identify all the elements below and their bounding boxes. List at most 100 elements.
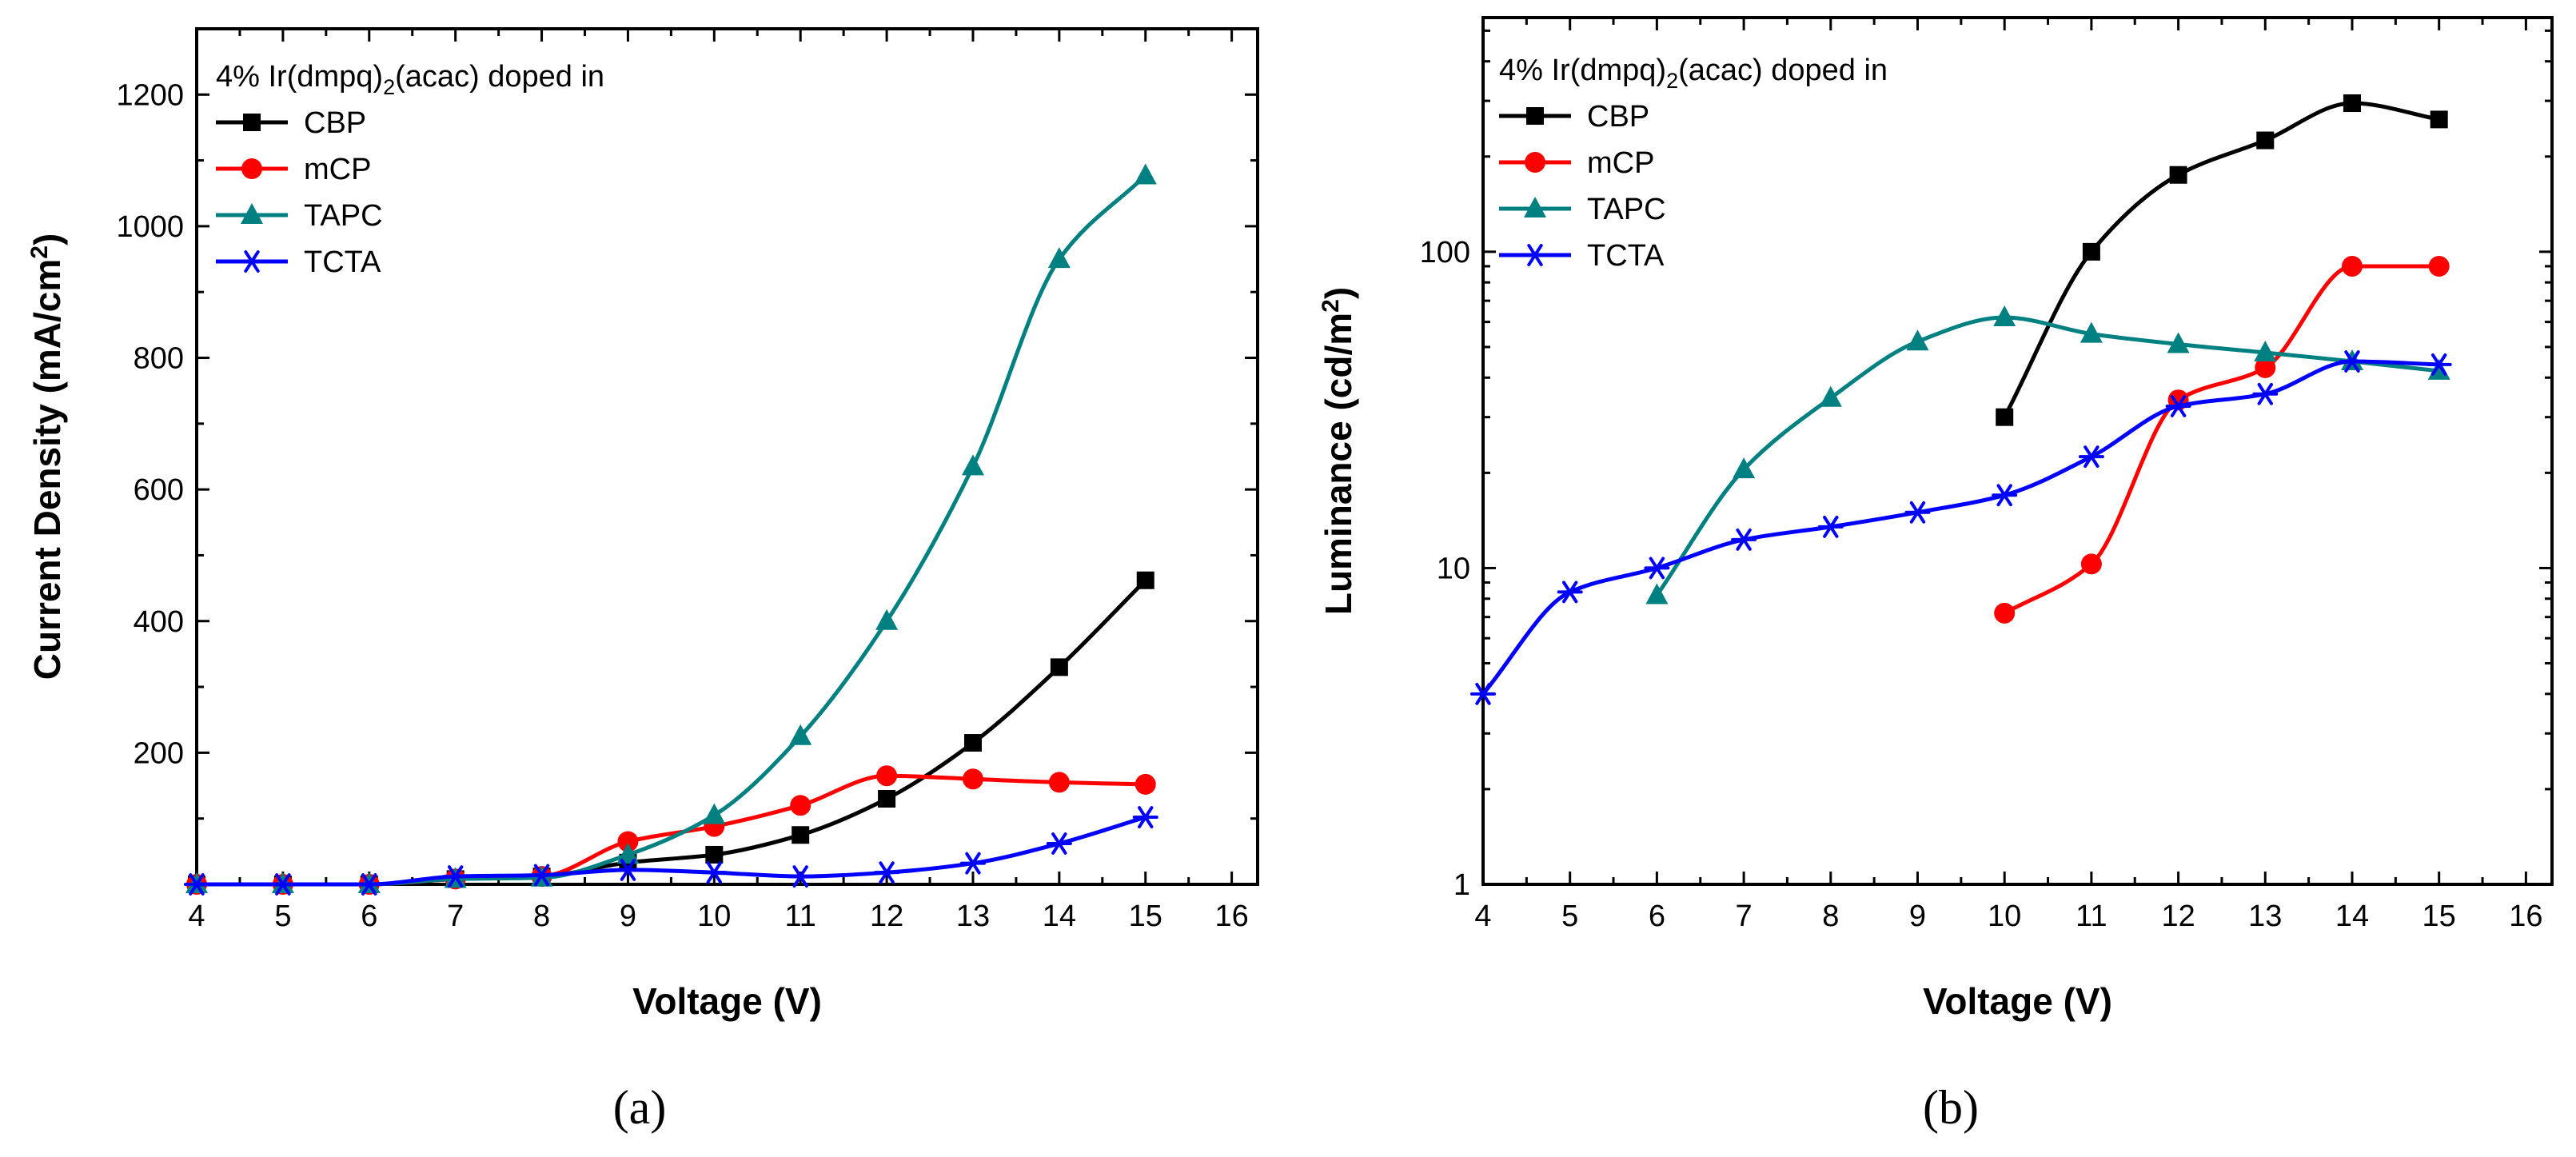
asterisk-stroke: [1051, 832, 1067, 855]
y-axis-title: Current Density (mA/cm2): [26, 233, 68, 680]
x-axis-title: Voltage (V): [632, 980, 822, 1022]
series-line: [194, 815, 1148, 887]
y-axis-title-sup: 2: [26, 245, 53, 259]
data-point: [1046, 832, 1072, 855]
x-tick-label: 10: [1988, 900, 2021, 933]
series-cbp: [1996, 94, 2448, 426]
data-point: [528, 864, 555, 887]
y-axis: 200 400 600 800 1000 1200: [116, 78, 1258, 820]
x-tick-label: 9: [620, 900, 636, 933]
data-point: [875, 608, 899, 630]
panel-label: (b): [1923, 1081, 1979, 1134]
legend-title-sub: 2: [383, 75, 395, 99]
data-point: [2080, 321, 2103, 343]
x-tick-label: 13: [2248, 900, 2282, 933]
data-point: [1992, 484, 2018, 507]
asterisk-stroke: [2257, 382, 2273, 405]
x-tick-label: 11: [2076, 900, 2107, 933]
data-point: [2426, 353, 2452, 376]
data-point: [1644, 557, 1670, 580]
y-tick-label: 1200: [116, 78, 184, 112]
asterisk-stroke: [1138, 806, 1154, 828]
data-point: [963, 734, 982, 752]
asterisk-stroke: [1561, 580, 1578, 604]
series-tcta: [184, 806, 1158, 896]
asterisk-stroke: [706, 861, 723, 884]
data-point: [874, 861, 900, 884]
data-point: [2255, 357, 2276, 378]
asterisk-stroke: [361, 873, 377, 896]
x-tick-label: 6: [361, 900, 377, 933]
asterisk-stroke: [2344, 350, 2360, 373]
legend-entry: CBP: [216, 106, 366, 140]
x-tick-label: 16: [1214, 900, 1248, 933]
y-tick-label: 800: [134, 342, 184, 376]
data-point: [2080, 553, 2102, 575]
series-line: [194, 773, 1148, 887]
asterisk-stroke: [620, 858, 636, 881]
x-tick-label: 12: [2161, 900, 2195, 933]
y-tick-label: 100: [1420, 236, 1470, 269]
asterisk-stroke: [965, 852, 981, 875]
asterisk-stroke: [1823, 515, 1839, 538]
asterisk-stroke: [1649, 557, 1665, 580]
data-point: [2343, 94, 2361, 113]
series-line: [1481, 359, 2442, 696]
series-line: [194, 174, 1148, 887]
legend-title-tail: (acac) doped in: [395, 60, 604, 94]
data-point: [1733, 457, 1756, 479]
y-axis-title-main: Luminance (cd/m: [1318, 313, 1359, 615]
data-point: [615, 858, 641, 881]
data-point: [617, 831, 639, 852]
legend-title: 4% Ir(dmpq)2(acac) doped in: [1499, 54, 1888, 93]
legend-label: TCTA: [304, 245, 381, 279]
legend-marker: [239, 250, 265, 273]
y-axis-title-tail: ): [26, 233, 68, 245]
data-point: [962, 768, 983, 790]
x-tick-label: 8: [533, 900, 550, 933]
data-point: [1136, 571, 1154, 589]
legend-title-main: 4% Ir(dmpq): [216, 60, 383, 94]
legend-entry: TCTA: [216, 245, 381, 279]
legend-entry: TAPC: [1499, 193, 1666, 226]
data-point: [701, 861, 728, 884]
series-mcp: [1994, 255, 2450, 624]
data-point: [1132, 806, 1158, 828]
data-point: [2339, 350, 2365, 373]
legend-marker: [243, 114, 261, 131]
asterisk-stroke: [2430, 353, 2447, 376]
asterisk-stroke: [1736, 528, 1752, 551]
legend-marker: [1525, 152, 1545, 173]
data-point: [1994, 602, 2016, 624]
data-point: [1645, 583, 1669, 604]
data-point: [1134, 163, 1157, 185]
x-tick-label: 15: [1129, 900, 1162, 933]
legend-label: mCP: [304, 153, 371, 186]
legend-title-tail: (acac) doped in: [1678, 54, 1888, 87]
x-tick-label: 8: [1822, 900, 1839, 933]
legend-marker: [241, 158, 262, 179]
data-point: [2254, 340, 2277, 361]
x-tick-label: 4: [1474, 900, 1491, 933]
y-tick-label: 400: [134, 605, 184, 639]
data-point: [1817, 515, 1844, 538]
y-axis-title-sup: 2: [1318, 299, 1344, 313]
data-point: [961, 454, 984, 476]
x-tick-label: 5: [274, 900, 291, 933]
asterisk-stroke: [1527, 244, 1543, 266]
data-point: [705, 845, 724, 864]
asterisk-stroke: [2084, 445, 2099, 469]
y-tick-label: 200: [134, 736, 184, 770]
data-point: [1906, 329, 1929, 351]
legend-label: TAPC: [1587, 193, 1666, 226]
data-point: [2428, 255, 2450, 277]
legend-entry: CBP: [1499, 100, 1649, 134]
plot-frame: [195, 27, 1259, 886]
data-point: [2430, 110, 2448, 129]
y-axis-title-main: Current Density (mA/cm: [26, 259, 68, 680]
legend-marker: [1522, 244, 1548, 266]
asterisk-stroke: [189, 873, 205, 896]
legend-marker: [1524, 197, 1546, 217]
data-point: [703, 803, 726, 824]
legend-title-sub: 2: [1666, 69, 1678, 93]
